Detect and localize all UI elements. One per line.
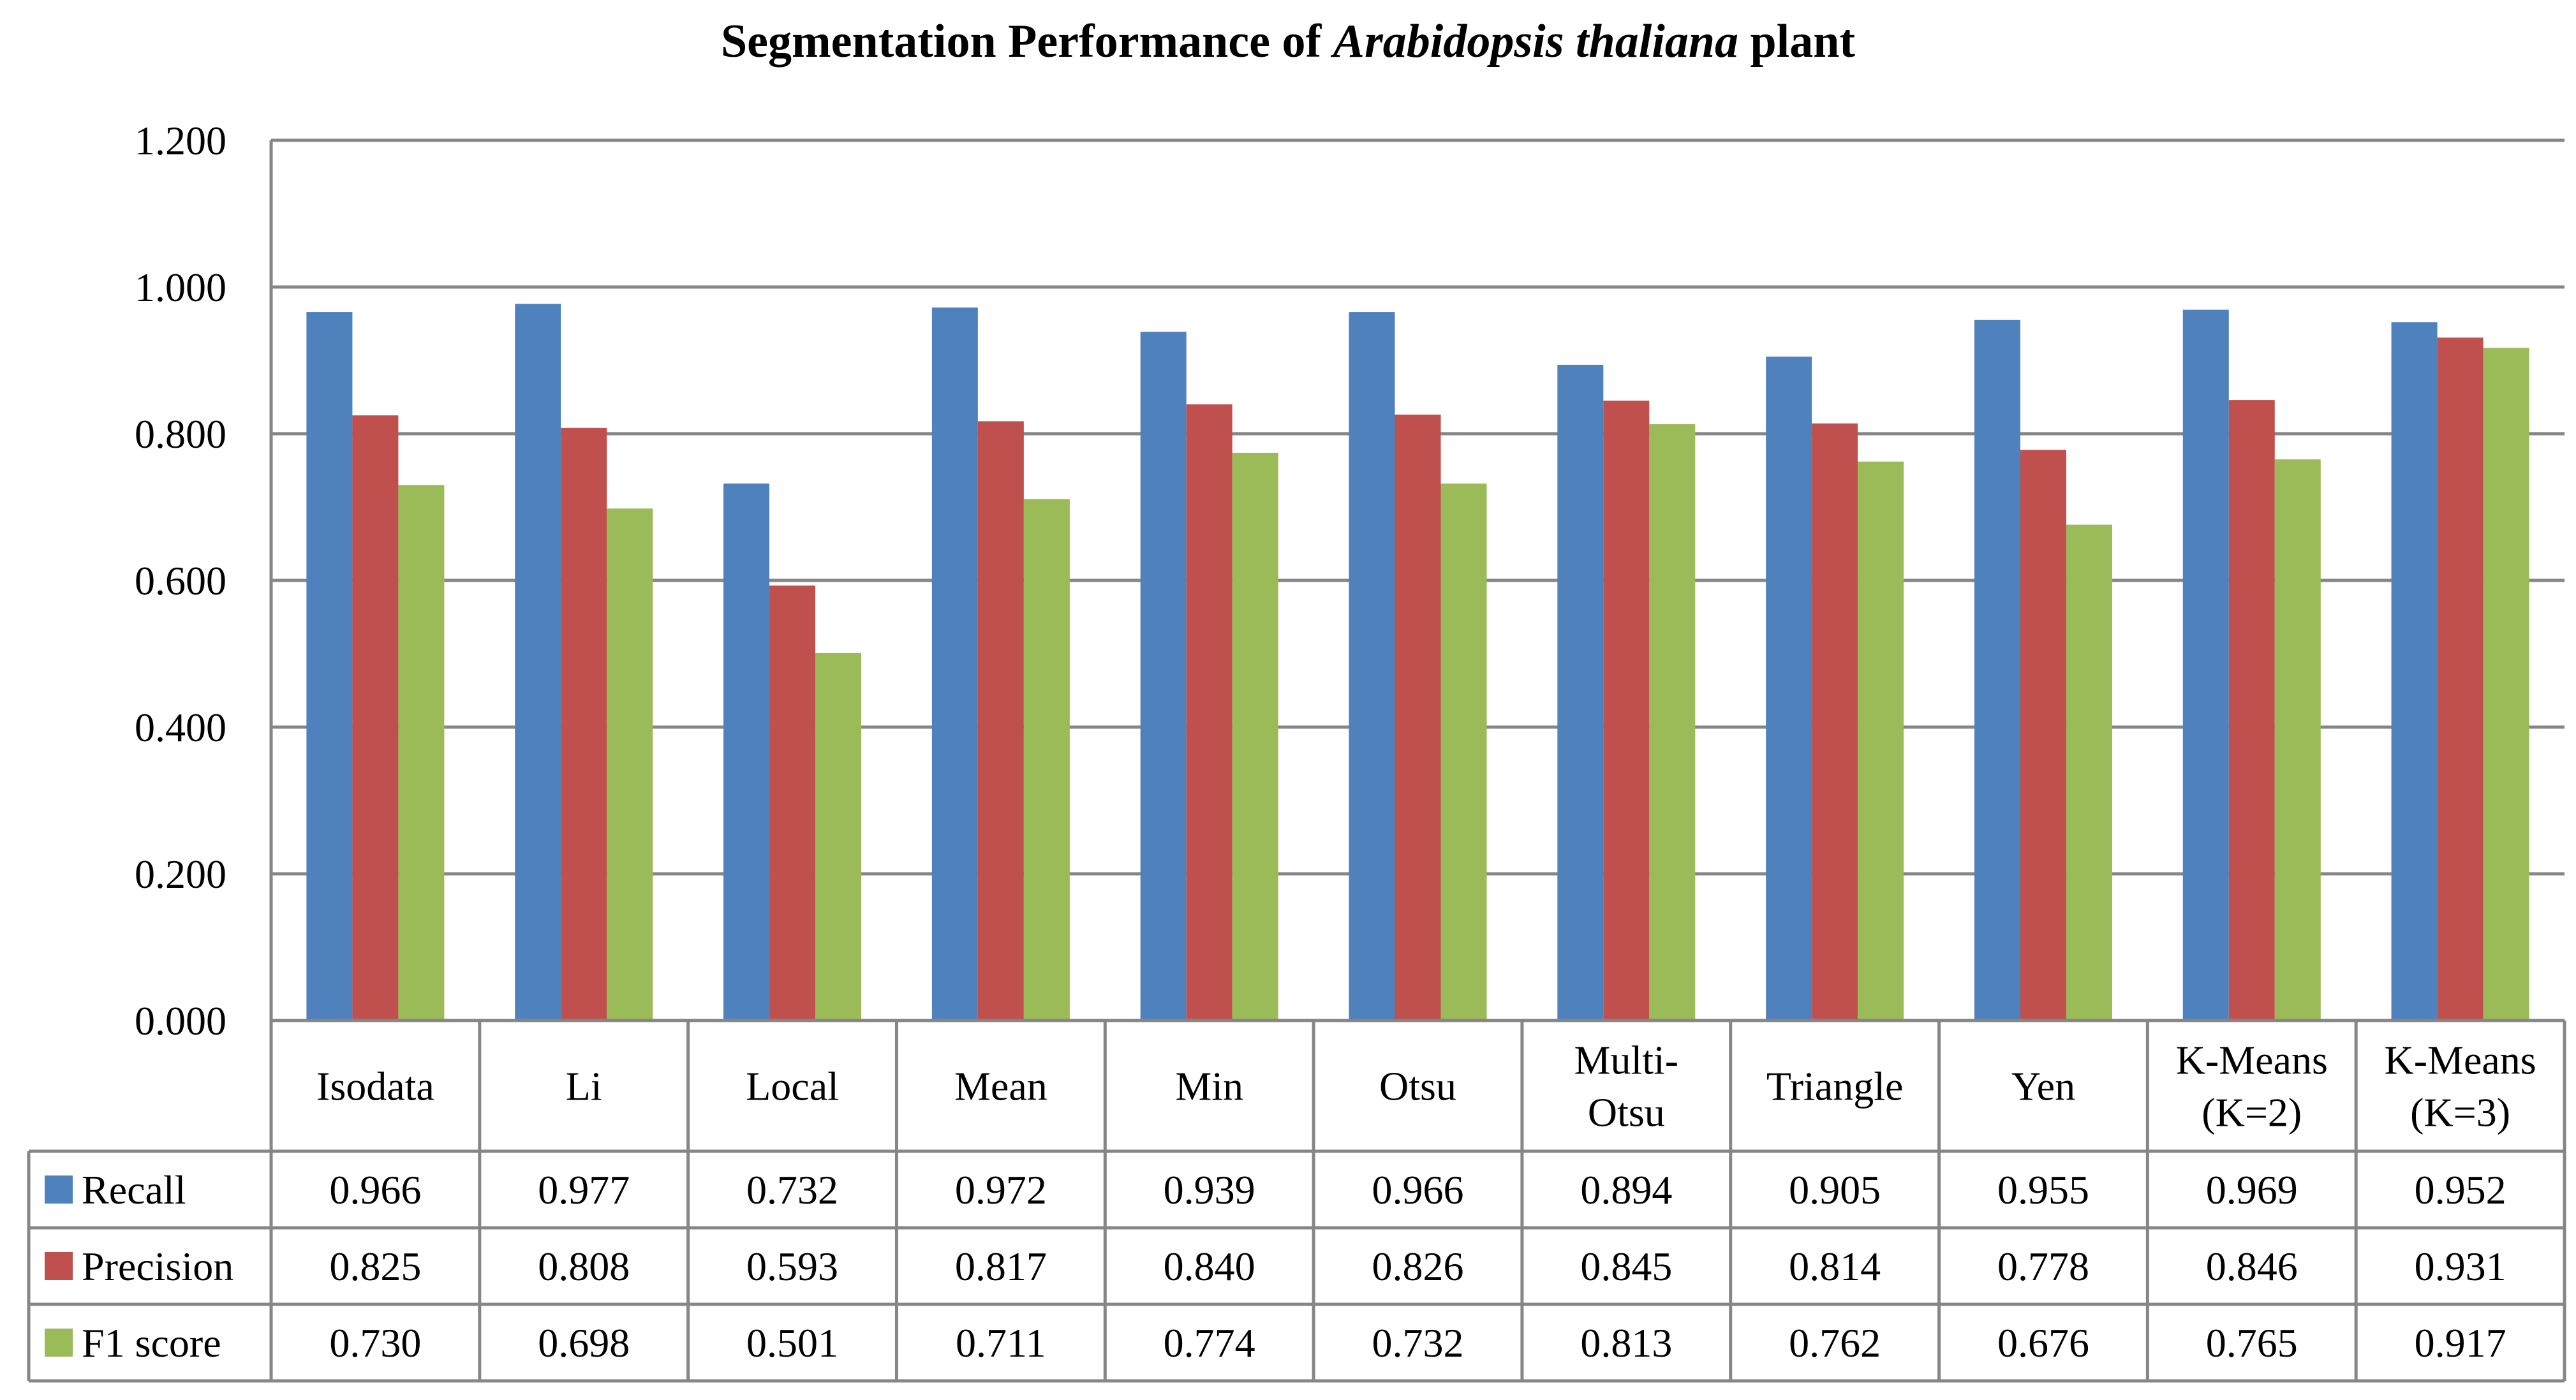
data-label-precision: 0.817: [955, 1244, 1047, 1289]
bar-f1-score-6: [1440, 483, 1487, 1021]
bar-recall-11: [2391, 322, 2438, 1021]
bar-f1-score-5: [1232, 452, 1278, 1021]
bar-precision-4: [977, 421, 1024, 1021]
bar-f1-score-9: [2066, 524, 2112, 1021]
bar-f1-score-11: [2483, 348, 2529, 1021]
legend-key-recall: [45, 1175, 73, 1204]
bar-recall-1: [306, 312, 353, 1021]
data-label-recall: 0.969: [2206, 1167, 2298, 1212]
category-label: Local: [746, 1064, 839, 1109]
y-tick-label: 1.200: [135, 118, 226, 163]
bar-precision-8: [1812, 423, 1858, 1021]
category-label: Triangle: [1766, 1064, 1904, 1109]
data-label-precision: 0.846: [2206, 1244, 2298, 1289]
y-tick-label: 1.000: [135, 265, 226, 310]
title-part-3: plant: [1738, 15, 1856, 68]
bar-precision-11: [2437, 337, 2483, 1021]
data-label-precision: 0.826: [1372, 1244, 1464, 1289]
bar-recall-7: [1557, 364, 1604, 1021]
data-label-recall: 0.966: [1372, 1167, 1464, 1212]
data-label-precision: 0.840: [1164, 1244, 1255, 1289]
data-label-f1-score: 0.698: [538, 1320, 630, 1366]
series-name-recall: Recall: [82, 1167, 186, 1212]
bar-f1-score-2: [607, 508, 653, 1021]
data-label-f1-score: 0.774: [1164, 1320, 1255, 1366]
title-species: Arabidopsis thaliana: [1333, 15, 1738, 68]
bar-f1-score-10: [2274, 459, 2321, 1021]
bar-f1-score-3: [815, 652, 862, 1021]
data-label-f1-score: 0.501: [746, 1320, 838, 1366]
bar-recall-2: [515, 304, 561, 1021]
bar-recall-5: [1140, 332, 1187, 1021]
data-label-precision: 0.845: [1580, 1244, 1672, 1289]
data-label-precision: 0.825: [329, 1244, 421, 1289]
category-label: (K=2): [2202, 1090, 2302, 1135]
category-label: (K=3): [2410, 1090, 2510, 1135]
data-label-precision: 0.814: [1789, 1244, 1881, 1289]
bar-precision-6: [1395, 415, 1441, 1021]
bar-recall-3: [723, 483, 770, 1021]
data-label-f1-score: 0.917: [2415, 1320, 2506, 1366]
bar-f1-score-4: [1023, 499, 1070, 1021]
y-tick-label: 0.000: [135, 998, 226, 1043]
chart-title: Segmentation Performance of Arabidopsis …: [0, 13, 2576, 70]
bar-f1-score-7: [1649, 424, 1696, 1021]
bar-recall-4: [931, 307, 978, 1021]
data-label-precision: 0.778: [1997, 1244, 2089, 1289]
bar-precision-9: [2020, 450, 2066, 1021]
category-label: Li: [566, 1064, 602, 1109]
bar-precision-10: [2228, 400, 2275, 1021]
data-label-recall: 0.894: [1580, 1167, 1672, 1212]
data-label-recall: 0.972: [955, 1167, 1047, 1212]
y-tick-label: 0.400: [135, 705, 226, 750]
y-tick-label: 0.600: [135, 558, 226, 603]
category-label: K-Means: [2176, 1038, 2328, 1083]
bar-recall-10: [2182, 309, 2229, 1021]
bar-recall-6: [1349, 312, 1395, 1021]
data-label-f1-score: 0.765: [2206, 1320, 2298, 1366]
data-label-recall: 0.977: [538, 1167, 630, 1212]
bar-recall-9: [1974, 320, 2020, 1021]
data-label-precision: 0.593: [746, 1244, 838, 1289]
data-label-f1-score: 0.676: [1997, 1320, 2089, 1366]
category-label: Min: [1175, 1064, 1243, 1109]
data-label-recall: 0.732: [746, 1167, 838, 1212]
bar-recall-8: [1766, 357, 1812, 1021]
y-tick-label: 0.800: [135, 411, 226, 457]
legend-key-precision: [45, 1252, 73, 1280]
category-label: Multi-: [1574, 1038, 1679, 1083]
data-label-f1-score: 0.711: [956, 1320, 1046, 1366]
legend-key-f1-score: [45, 1329, 73, 1357]
series-name-precision: Precision: [82, 1244, 233, 1289]
category-label: Yen: [2011, 1064, 2075, 1109]
category-label: Otsu: [1588, 1090, 1665, 1135]
data-label-f1-score: 0.762: [1789, 1320, 1881, 1366]
title-part-1: Segmentation Performance of: [720, 15, 1333, 68]
bar-f1-score-1: [398, 485, 445, 1021]
bar-precision-5: [1186, 404, 1232, 1021]
category-label: K-Means: [2385, 1038, 2536, 1083]
data-label-f1-score: 0.732: [1372, 1320, 1464, 1366]
bar-precision-7: [1603, 401, 1650, 1021]
data-label-precision: 0.931: [2415, 1244, 2506, 1289]
category-label: Otsu: [1379, 1064, 1456, 1109]
category-label: Isodata: [316, 1064, 434, 1109]
data-label-recall: 0.952: [2415, 1167, 2506, 1212]
data-label-recall: 0.966: [329, 1167, 421, 1212]
data-label-recall: 0.939: [1164, 1167, 1255, 1212]
category-label: Mean: [954, 1064, 1047, 1109]
bar-precision-3: [769, 586, 816, 1021]
bar-f1-score-8: [1858, 461, 1904, 1021]
data-label-recall: 0.905: [1789, 1167, 1881, 1212]
data-label-precision: 0.808: [538, 1244, 630, 1289]
data-label-recall: 0.955: [1997, 1167, 2089, 1212]
series-name-f1-score: F1 score: [82, 1320, 221, 1366]
data-label-f1-score: 0.813: [1580, 1320, 1672, 1366]
y-tick-label: 0.200: [135, 851, 226, 897]
bar-precision-2: [561, 427, 607, 1021]
bar-precision-1: [352, 415, 399, 1021]
data-label-f1-score: 0.730: [329, 1320, 421, 1366]
